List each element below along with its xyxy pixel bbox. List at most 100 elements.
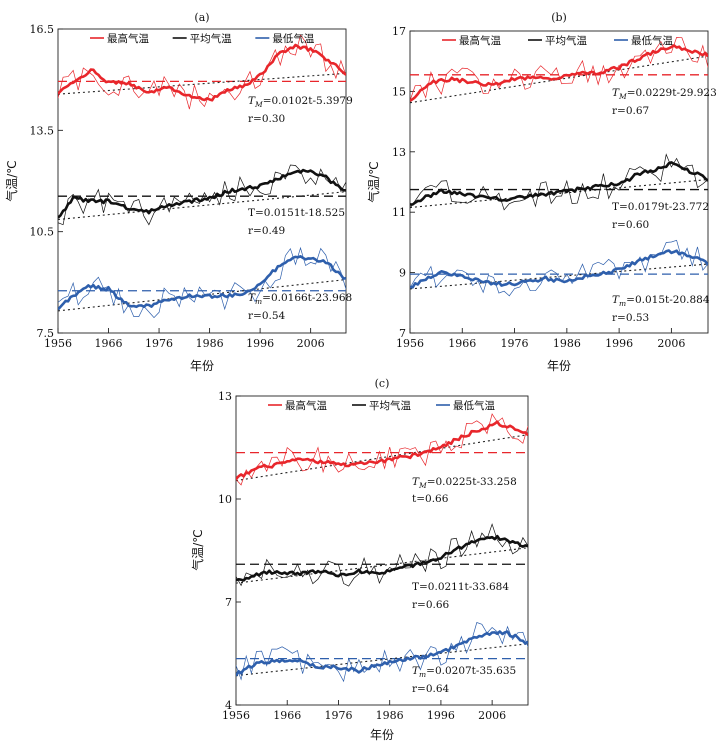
x-tick-label: 1986 <box>553 337 581 350</box>
x-tick-label: 1966 <box>273 709 301 722</box>
smoothed-line <box>236 534 528 582</box>
legend-label: 最高气温 <box>107 32 149 45</box>
y-tick-label: 4 <box>225 699 232 712</box>
equation-label: T=0.0211t-33.684 <box>412 581 509 593</box>
annual-line <box>236 523 528 587</box>
x-tick-label: 1956 <box>44 337 72 350</box>
plot-area <box>236 413 528 683</box>
plot-frame <box>57 28 347 334</box>
legend-label: 最高气温 <box>285 399 327 412</box>
annual-line <box>410 153 708 211</box>
annual-line <box>236 622 528 683</box>
trend-line <box>58 279 346 312</box>
y-tick-label: 16.5 <box>30 23 55 36</box>
trend-line <box>236 643 528 677</box>
x-axis-title: 年份 <box>370 728 394 742</box>
smoothed-line <box>58 255 346 311</box>
plot-frame <box>235 395 529 706</box>
series-1 <box>410 37 708 104</box>
equation-label: r=0.67 <box>612 105 649 117</box>
panel-label: (b) <box>551 11 567 24</box>
equation-label: r=0.66 <box>412 599 450 611</box>
x-tick-label: 1986 <box>376 709 404 722</box>
plot-area <box>58 34 346 319</box>
trend-line <box>58 191 346 221</box>
equation-label: TM=0.0225t-33.258 <box>412 476 517 490</box>
panel-label: (c) <box>375 377 390 390</box>
equation-label: TM=0.0102t-5.3979 <box>248 95 353 109</box>
x-tick-label: 1996 <box>427 709 455 722</box>
equation-label: T=0.0151t-18.525 <box>248 207 345 219</box>
annual-line <box>410 239 708 297</box>
annual-line <box>410 37 708 101</box>
legend-label: 最低气温 <box>272 32 314 45</box>
x-axis-title: 年份 <box>547 359 571 373</box>
trend-line <box>410 263 708 290</box>
chart-panel-2: (b) 7 9 11 13 15 17 1956 1966 1976 1986 1996 2006 年份 气… <box>366 11 717 373</box>
smoothed-line <box>410 161 708 206</box>
plot-frame <box>409 30 709 334</box>
series-3 <box>410 239 708 297</box>
x-tick-label: 2006 <box>478 709 506 722</box>
equation-label: r=0.64 <box>412 683 450 695</box>
annual-line <box>58 164 346 226</box>
y-axis-title: 气温/℃ <box>366 161 381 203</box>
x-tick-label: 1966 <box>95 337 123 350</box>
smoothed-line <box>58 43 346 102</box>
y-tick-label: 11 <box>392 206 406 219</box>
equation-label: Tm=0.0207t-35.635 <box>412 665 516 679</box>
legend-label: 平均气温 <box>545 34 587 47</box>
equation-label: r=0.49 <box>248 225 285 237</box>
equation-label: r=0.53 <box>612 312 649 324</box>
legend-label: 最低气温 <box>453 399 495 412</box>
smoothed-line <box>236 420 528 480</box>
equation-label: Tm=0.015t-20.884 <box>612 294 710 308</box>
x-tick-label: 1996 <box>246 337 274 350</box>
equation-label: Tm=0.0166t-23.968 <box>248 292 352 306</box>
equation-label: T=0.0179t-23.772 <box>612 201 709 213</box>
series-2 <box>410 153 708 211</box>
x-tick-label: 1986 <box>196 337 224 350</box>
series-1 <box>236 413 528 486</box>
equation-label: r=0.30 <box>248 113 285 125</box>
chart-panel-1: (a) 7.5 10.5 13.5 16.5 1956 1966 1976 1986 1996 20… <box>4 11 353 373</box>
legend-label: 平均气温 <box>369 399 411 412</box>
series-2 <box>58 164 346 226</box>
smoothed-line <box>58 168 346 219</box>
plot-area <box>410 37 708 297</box>
y-tick-label: 9 <box>399 267 406 280</box>
smoothed-line <box>410 249 708 289</box>
y-tick-label: 7.5 <box>37 327 55 340</box>
x-tick-label: 1976 <box>501 337 529 350</box>
y-tick-label: 10 <box>218 493 232 506</box>
legend-label: 最低气温 <box>631 34 673 47</box>
y-tick-label: 17 <box>392 25 406 38</box>
smoothed-line <box>410 44 708 102</box>
y-tick-label: 7 <box>399 327 406 340</box>
x-axis-title: 年份 <box>190 359 214 373</box>
trend-line <box>58 72 346 95</box>
series-3 <box>236 622 528 683</box>
smoothed-line <box>236 630 528 677</box>
x-tick-label: 1976 <box>145 337 173 350</box>
x-tick-label: 1956 <box>396 337 424 350</box>
trend-line <box>236 547 528 584</box>
y-tick-label: 13.5 <box>30 124 55 137</box>
series-2 <box>236 523 528 587</box>
x-tick-label: 1996 <box>605 337 633 350</box>
annual-line <box>236 413 528 486</box>
y-axis-title: 气温/℃ <box>190 529 205 571</box>
y-tick-label: 15 <box>392 85 406 98</box>
y-tick-label: 10.5 <box>30 226 55 239</box>
x-tick-label: 2006 <box>657 337 685 350</box>
trend-line <box>236 434 528 482</box>
y-tick-label: 13 <box>218 390 232 403</box>
equation-label: t=0.66 <box>412 493 449 505</box>
x-tick-label: 1956 <box>222 709 250 722</box>
equation-label: r=0.54 <box>248 310 286 322</box>
y-axis-title: 气温/℃ <box>4 160 19 202</box>
series-3 <box>58 246 346 319</box>
x-tick-label: 1976 <box>324 709 352 722</box>
panel-label: (a) <box>194 11 209 24</box>
